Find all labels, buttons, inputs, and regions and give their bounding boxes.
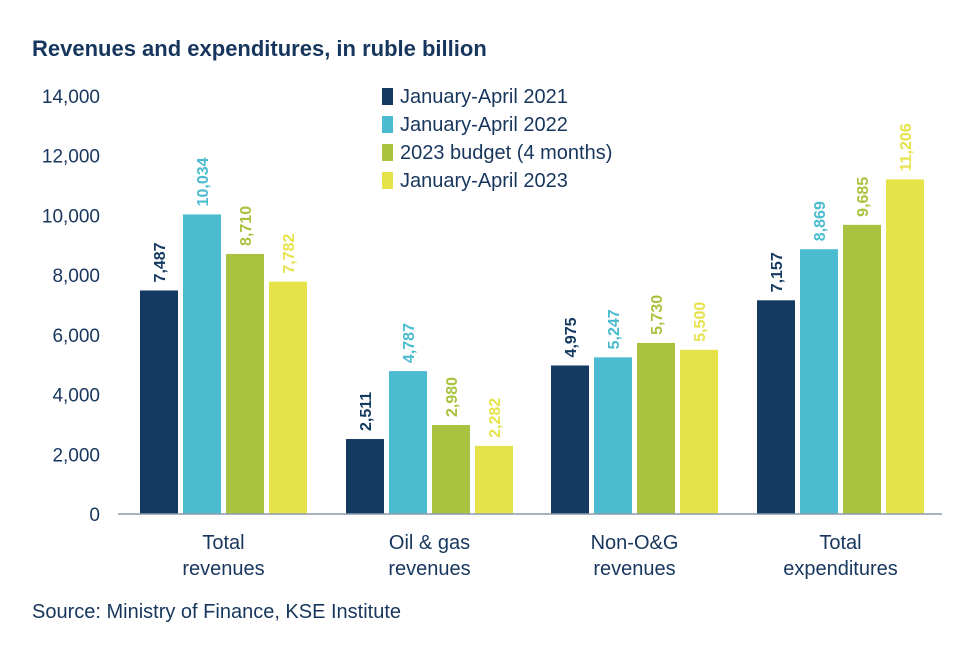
bar xyxy=(843,224,881,515)
legend-swatch xyxy=(382,116,393,133)
category-label: revenues xyxy=(593,558,675,580)
data-label: 7,782 xyxy=(281,234,298,274)
bar xyxy=(183,214,221,514)
data-label: 5,247 xyxy=(606,309,623,349)
y-tick-label: 6,000 xyxy=(52,326,100,347)
source-note: Source: Ministry of Finance, KSE Institu… xyxy=(32,601,402,623)
data-label: 10,034 xyxy=(195,157,212,206)
bar xyxy=(551,365,589,514)
data-label: 11,206 xyxy=(898,123,915,171)
data-label: 7,487 xyxy=(152,242,169,282)
category-label: Oil & gas xyxy=(389,532,470,554)
y-tick-label: 4,000 xyxy=(52,386,100,407)
data-label: 7,157 xyxy=(769,252,786,292)
y-tick-label: 14,000 xyxy=(42,87,100,108)
category-label: Total xyxy=(202,532,244,554)
y-tick-label: 12,000 xyxy=(42,147,100,168)
category-label: revenues xyxy=(388,558,470,580)
chart-title: Revenues and expenditures, in ruble bill… xyxy=(32,36,487,61)
y-tick-label: 2,000 xyxy=(52,445,100,466)
legend-swatch xyxy=(382,172,393,189)
y-tick-label: 10,000 xyxy=(42,206,100,227)
legend-swatch xyxy=(382,144,393,161)
bar xyxy=(886,179,924,515)
data-label: 2,980 xyxy=(444,377,461,417)
category-label: revenues xyxy=(182,558,264,580)
legend-label: January-April 2023 xyxy=(400,170,568,192)
bar xyxy=(680,349,718,514)
legend-swatch xyxy=(382,88,393,105)
bar xyxy=(226,253,264,515)
category-label: Total xyxy=(819,532,861,554)
bar xyxy=(346,439,384,514)
bar xyxy=(269,281,307,514)
legend-label: January-April 2022 xyxy=(400,114,568,136)
data-label: 5,730 xyxy=(649,295,666,335)
bar xyxy=(140,290,178,514)
bar xyxy=(594,357,632,514)
bar xyxy=(757,300,795,514)
legend-label: January-April 2021 xyxy=(400,86,568,108)
bar xyxy=(389,371,427,514)
bar xyxy=(432,425,470,514)
y-tick-label: 0 xyxy=(89,505,100,526)
data-label: 4,975 xyxy=(563,317,580,357)
bar xyxy=(637,342,675,514)
legend-label: 2023 budget (4 months) xyxy=(400,142,612,164)
bar xyxy=(475,445,513,514)
data-label: 5,500 xyxy=(692,302,709,342)
bar-chart: 0 2,000 4,000 6,000 8,000 10,000 12,000 14,000 7… xyxy=(42,86,942,580)
category-label: expenditures xyxy=(783,558,898,580)
data-label: 2,282 xyxy=(487,398,504,438)
data-label: 2,511 xyxy=(358,392,375,431)
data-label: 4,787 xyxy=(401,323,418,363)
data-label: 8,710 xyxy=(238,206,255,246)
bar xyxy=(800,249,838,514)
category-label: Non-O&G xyxy=(591,532,679,554)
data-label: 9,685 xyxy=(855,177,872,217)
data-label: 8,869 xyxy=(812,201,829,241)
y-tick-label: 8,000 xyxy=(52,266,100,287)
